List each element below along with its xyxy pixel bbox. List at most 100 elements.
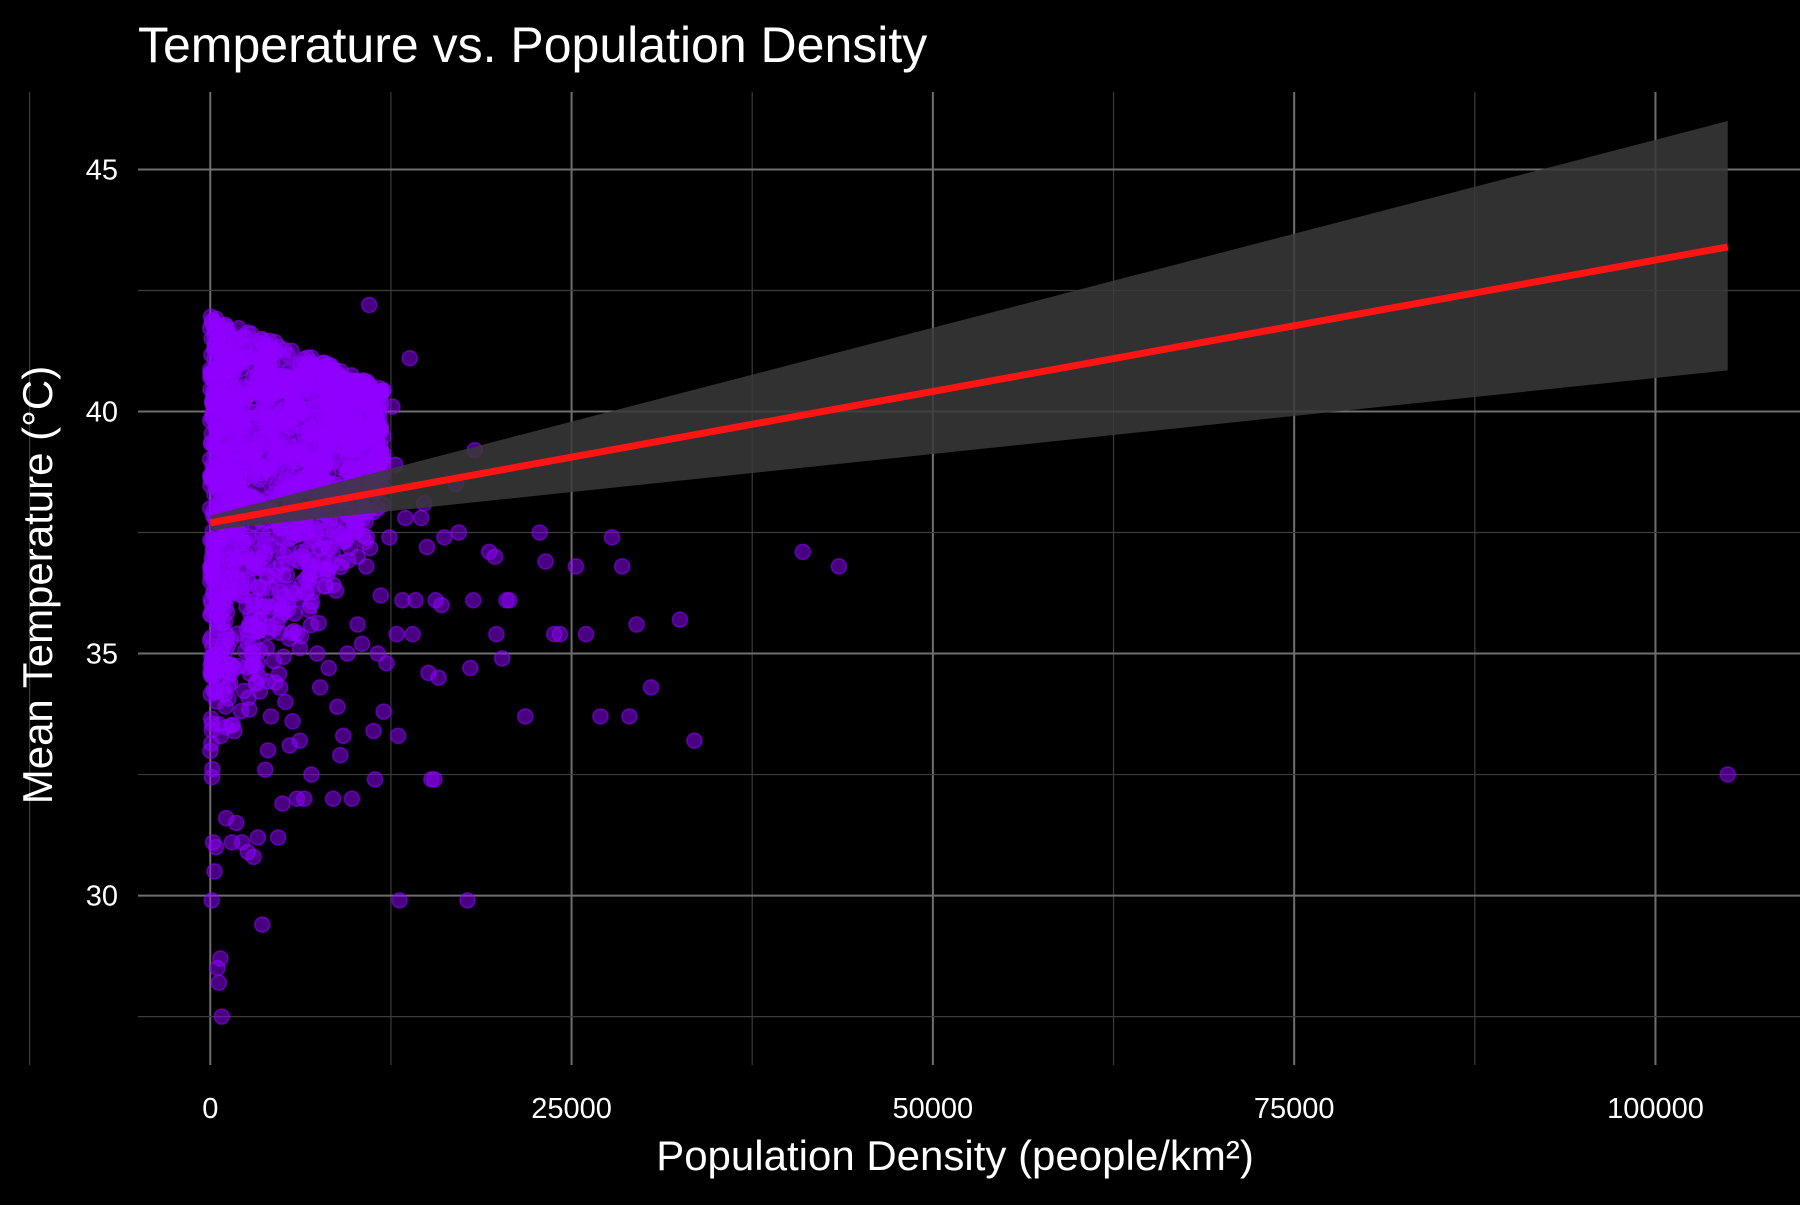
data-point [334,727,352,745]
data-point [358,558,375,575]
x-tick-label: 75000 [1254,1093,1335,1125]
cluster-point [204,571,222,589]
data-point [209,959,226,977]
data-point [343,790,361,808]
x-axis-label: Population Density (people/km²) [656,1132,1254,1179]
cluster-point [233,462,250,479]
cluster-point [308,400,325,417]
cluster-point [277,472,294,490]
data-point [1719,766,1736,783]
data-point [391,892,408,909]
data-point [375,703,392,720]
cluster-point [216,529,233,546]
x-tick-label: 0 [202,1093,218,1125]
trend-line [209,243,1729,527]
cluster-point [252,410,270,427]
cluster-point [306,386,323,404]
data-point [462,659,479,677]
cluster-point [224,403,241,421]
cluster-point [285,393,302,411]
cluster-point [328,436,346,454]
data-point [372,587,390,604]
cluster-point [215,594,232,611]
data-point [388,625,405,643]
y-tick-label: 30 [86,881,118,913]
data-point [384,398,401,415]
data-point [284,713,301,730]
data-point [628,616,645,633]
data-point [401,349,418,367]
data-point [686,732,703,749]
data-point [369,645,387,662]
data-point [259,742,277,759]
cluster-point [254,362,271,379]
data-point [363,422,381,440]
trend-layer [209,121,1729,531]
data-point [480,543,498,561]
data-point [545,625,563,643]
cluster-point [295,425,313,442]
cluster-point [268,576,286,594]
cluster-point [313,438,330,455]
cluster-point [219,638,237,655]
cluster-point [249,482,267,500]
data-point [459,892,476,909]
data-point [320,659,338,677]
cluster-point [285,527,303,545]
data-point [281,737,298,754]
cluster-point [238,598,255,615]
data-point [436,529,453,546]
data-point [450,524,468,541]
data-point [420,664,437,682]
x-tick-label: 100000 [1607,1093,1704,1125]
data-point [207,838,225,856]
cluster-point [213,421,230,438]
data-point [488,625,505,643]
cluster-point [265,455,282,472]
data-point [603,529,621,546]
cluster-point [283,624,300,642]
cluster-point [203,434,220,451]
data-point [353,635,371,653]
cluster-point [209,451,227,468]
data-point [365,722,382,740]
data-point [567,558,585,575]
data-point [277,693,294,711]
data-point [621,708,638,725]
cluster-point [265,652,283,670]
cluster-point [237,350,254,367]
data-point [413,509,430,527]
cluster-point [299,365,317,382]
data-point [671,611,689,628]
data-point [288,790,306,808]
cluster-point [256,597,273,615]
chart-title: Temperature vs. Population Density [138,17,927,73]
data-point [349,616,366,633]
data-point [389,727,407,745]
cluster-point [229,493,246,510]
cluster-point [216,663,234,680]
data-point [592,708,609,725]
cluster-point [313,414,330,432]
data-point [404,625,421,643]
data-point [830,558,848,575]
cluster-point [287,444,304,461]
data-point [249,829,267,846]
data-points [202,296,1736,1025]
cluster-point [232,702,250,720]
cluster-point [245,655,262,672]
cluster-point [239,380,256,398]
cluster-point [254,580,271,597]
data-point [217,809,235,827]
cluster-point [230,549,247,566]
cluster-point [301,450,318,468]
data-point [531,524,549,541]
data-point [210,974,228,991]
cluster-point [203,548,221,566]
data-point [303,766,320,783]
cluster-point [302,597,319,614]
data-point [311,679,329,696]
y-axis-label: Mean Temperature (°C) [14,366,61,805]
cluster-point [317,454,334,472]
